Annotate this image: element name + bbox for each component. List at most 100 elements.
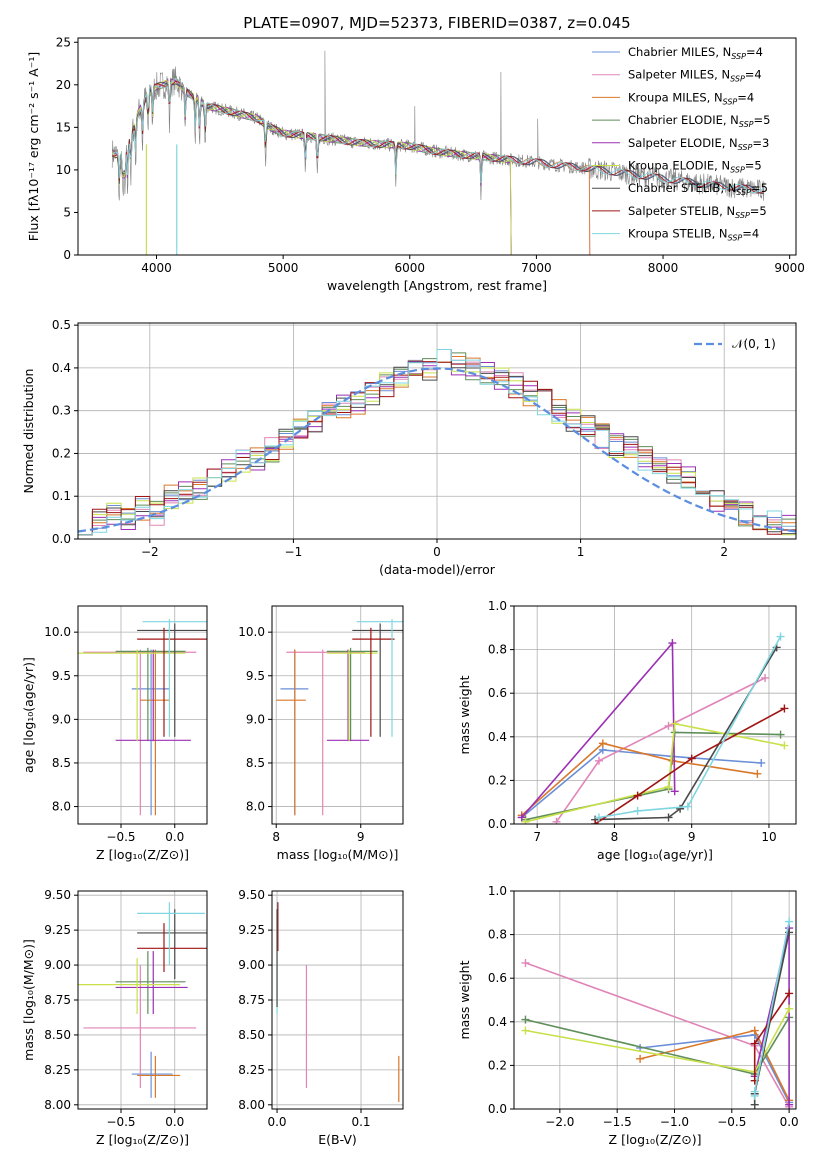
mass-weight-marker <box>785 1004 794 1013</box>
x-tick-label: 4000 <box>141 261 172 275</box>
x-tick-label: −1.5 <box>603 1115 632 1129</box>
mass-weight-marker <box>776 632 785 641</box>
x-tick-label: 10 <box>761 830 776 844</box>
y-tick-label: 10.0 <box>44 625 71 639</box>
x-tick-label: 9000 <box>774 261 805 275</box>
mass-weight-marker <box>664 782 673 791</box>
plots-layer: 4000 5000 6000 7000 8000 90000510152025wavele… <box>21 35 805 1147</box>
x-axis-label: (data-model)/error <box>379 562 496 577</box>
z-vs-mass-panel: −0.5 0.0 8.00 8.25 8.50 8.75 9.00 9.25 9.50 Z [lo… <box>21 888 208 1147</box>
mass-weight-series <box>521 749 762 819</box>
y-tick-label: 25 <box>56 35 71 49</box>
mass-weight-marker <box>591 820 600 824</box>
y-tick-label: 0.8 <box>488 643 507 657</box>
x-axis-label: Z [log₁₀(Z/Z⊙)] <box>96 1132 189 1147</box>
mass-weight-marker <box>750 1026 759 1035</box>
x-tick-label: 2 <box>720 545 728 559</box>
y-tick-label: 0 <box>63 248 71 262</box>
mass-weight-marker <box>687 754 696 763</box>
mass-vs-age-panel: 8 9 8.0 8.5 9.0 9.5 10.0 mass [log₁₀(M/M⊙)] <box>238 605 404 862</box>
mass-weight-marker <box>633 806 642 815</box>
x-tick-label: 8 <box>611 830 619 844</box>
y-tick-label: 10 <box>56 163 71 177</box>
mass-weight-marker <box>668 639 677 648</box>
y-tick-label: 9.00 <box>238 958 265 972</box>
mass-weight-marker <box>776 730 785 739</box>
x-tick-label: 0.0 <box>267 1115 286 1129</box>
y-axis-label: age [log₁₀(age/yr)] <box>21 657 36 773</box>
mass-weight-marker <box>750 1039 759 1048</box>
x-tick-label: 8000 <box>648 261 679 275</box>
x-tick-label: 0.0 <box>780 1115 799 1129</box>
y-axis-label: Normed distribution <box>21 369 36 494</box>
age-mass-weight-plot-area <box>517 632 789 824</box>
ebv-vs-mass-panel: 0.0 0.1 8.00 8.25 8.50 8.75 9.00 9.25 9.50 E(B-V) <box>238 888 404 1147</box>
y-tick-label: 8.25 <box>238 1063 265 1077</box>
figure-title: PLATE=0907, MJD=52373, FIBERID=0387, z=0… <box>243 14 630 32</box>
y-tick-label: 0.2 <box>488 773 507 787</box>
x-tick-label: 0 <box>433 545 441 559</box>
mass-weight-marker <box>761 673 770 682</box>
y-tick-label: 9.50 <box>238 888 265 902</box>
z-vs-age-plot-area <box>78 619 207 816</box>
legend-label: Chabrier MILES, NSSP=4 <box>628 45 763 61</box>
spectrum-model-line <box>112 80 764 194</box>
y-axis-label: mass [log₁₀(M/M⊙)] <box>21 939 36 1061</box>
z-mass-weight-plot-area <box>521 917 794 1109</box>
y-tick-label: 9.5 <box>52 669 71 683</box>
y-tick-label: 20 <box>56 78 71 92</box>
mass-weight-marker <box>670 719 679 728</box>
legend-label: Kroupa ELODIE, NSSP=5 <box>628 159 762 175</box>
x-tick-label: 7 <box>533 830 541 844</box>
x-axis-label: wavelength [Angstrom, rest frame] <box>327 278 547 293</box>
x-axis-label: mass [log₁₀(M/M⊙)] <box>277 847 399 862</box>
legend-label: Kroupa STELIB, NSSP=4 <box>628 227 759 243</box>
legend-label: Chabrier ELODIE, NSSP=5 <box>628 113 770 129</box>
mass-weight-series <box>594 707 785 824</box>
x-tick-label: −2 <box>141 545 159 559</box>
mass-weight-marker <box>521 1026 530 1035</box>
x-tick-label: 7000 <box>521 261 552 275</box>
age-mass-weight-panel: 7 8 9 10 0.0 0.2 0.4 0.6 0.8 1.0 age [log₁₀(age/yr… <box>457 599 797 862</box>
ebv-vs-mass-plot-area <box>276 902 400 1103</box>
mass-weight-series <box>525 722 785 823</box>
x-tick-label: −1 <box>285 545 303 559</box>
legend-label: Chabrier STELIB, NSSP=5 <box>628 181 768 197</box>
mass-weight-marker <box>521 958 530 967</box>
y-tick-label: 0.4 <box>488 730 507 744</box>
x-tick-label: −0.5 <box>106 830 135 844</box>
residuals-panel: −2 −1 0 1 2 0.0 0.1 0.2 0.3 0.4 0.5 (data-model)/er… <box>21 318 797 577</box>
x-axis-label: age [log₁₀(age/yr)] <box>597 847 713 862</box>
y-tick-label: 0.2 <box>52 446 71 460</box>
y-tick-label: 8.0 <box>52 800 71 814</box>
y-tick-label: 8.5 <box>52 756 71 770</box>
x-tick-label: 1 <box>577 545 585 559</box>
x-tick-label: −1.0 <box>660 1115 689 1129</box>
y-tick-label: 1.0 <box>488 884 507 898</box>
spectrum-data-line <box>111 50 765 201</box>
mass-weight-marker <box>785 989 794 998</box>
y-tick-label: 0.3 <box>52 404 71 418</box>
y-tick-label: 8.25 <box>44 1063 71 1077</box>
mass-weight-marker <box>594 756 603 765</box>
spectrum-model-line <box>111 80 512 255</box>
y-tick-label: 8.75 <box>44 993 71 1007</box>
mass-weight-marker <box>633 791 642 800</box>
axes-frame <box>77 605 208 825</box>
legend-label: 𝒩(0, 1) <box>732 337 776 351</box>
y-tick-label: 0.8 <box>488 928 507 942</box>
mass-weight-marker <box>785 917 794 926</box>
y-tick-label: 9.50 <box>44 888 71 902</box>
y-tick-label: 9.5 <box>246 669 265 683</box>
x-tick-label: 0.0 <box>165 830 184 844</box>
mass-weight-series <box>555 677 766 823</box>
mass-weight-marker <box>683 802 692 811</box>
legend-label: Salpeter ELODIE, NSSP=3 <box>628 136 769 152</box>
x-axis-label: E(B-V) <box>318 1132 357 1147</box>
spectrum-plot-area <box>111 50 765 255</box>
axes-frame <box>271 605 404 825</box>
x-tick-label: −2.0 <box>545 1115 574 1129</box>
legend-label: Salpeter MILES, NSSP=4 <box>628 68 762 84</box>
mass-weight-series <box>598 636 782 819</box>
